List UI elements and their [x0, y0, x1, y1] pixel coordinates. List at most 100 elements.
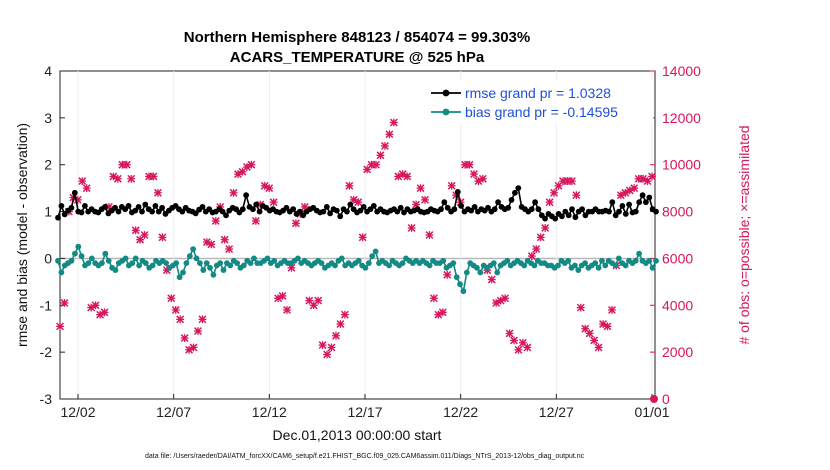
legend: rmse grand pr = 1.0328 bias grand pr = -…	[426, 80, 653, 124]
obs-count-point	[211, 217, 220, 225]
obs-count-point	[385, 130, 394, 139]
y-tick-label-right: 12000	[662, 110, 701, 126]
footnote: data file: /Users/raeder/DAI/ATM_forcXX/…	[145, 453, 585, 460]
bias-point	[572, 262, 578, 269]
bias-point	[234, 260, 241, 266]
rmse-point	[622, 211, 629, 217]
rmse-point	[495, 199, 501, 206]
obs-count-point	[510, 336, 518, 345]
rmse-point	[579, 206, 585, 213]
legend-bias-marker	[442, 108, 450, 116]
obs-count-point	[567, 177, 576, 186]
bias-point	[136, 262, 143, 269]
obs-count-point	[532, 245, 541, 253]
bias-point	[142, 260, 149, 266]
rmse-point	[243, 192, 250, 199]
obs-count-point	[590, 336, 599, 345]
obs-count-point	[465, 160, 474, 169]
bias-point	[632, 257, 639, 264]
bias-point	[132, 255, 139, 262]
rmse-point	[239, 206, 246, 213]
bias-point	[426, 262, 433, 269]
bias-point	[599, 257, 605, 264]
bias-point	[612, 262, 619, 269]
rmse-point	[115, 208, 122, 215]
bias-point	[75, 243, 82, 250]
y-tick-label-left: 3	[44, 110, 52, 126]
y-tick-label-right: 4000	[662, 297, 693, 313]
rmse-point	[360, 204, 367, 210]
rmse-point	[451, 206, 458, 213]
rmse-point	[297, 208, 303, 215]
obs-count-point	[425, 231, 434, 239]
rmse-point	[256, 208, 263, 215]
obs-count-point	[247, 160, 256, 169]
bias-point	[203, 260, 210, 266]
bias-point	[271, 257, 278, 264]
bias-point	[460, 288, 467, 295]
bias-point	[399, 260, 406, 266]
obs-count-point	[122, 160, 131, 169]
rmse-point	[468, 207, 475, 214]
bias-point	[602, 262, 609, 269]
rmse-point	[471, 204, 478, 210]
bias-point	[295, 255, 301, 262]
obs-count-point	[113, 174, 122, 183]
bias-point	[531, 262, 538, 269]
obs-count-point	[340, 310, 349, 319]
x-gridlines	[77, 71, 653, 399]
bias-point	[490, 260, 497, 266]
plot-area	[59, 70, 656, 400]
rmse-point	[179, 208, 186, 215]
obs-count-point	[291, 219, 300, 228]
rmse-point	[619, 203, 626, 209]
rmse-point	[139, 208, 145, 215]
y-axis-label-right: # of obs: o=possible; ×=assimilated	[736, 125, 752, 344]
bias-point	[240, 262, 247, 269]
bias-point	[200, 267, 207, 273]
obs-count-point	[229, 188, 238, 197]
bias-point	[649, 264, 656, 271]
obs-count-point	[545, 198, 554, 207]
bias-point	[477, 269, 484, 276]
rmse-point	[68, 204, 75, 211]
bias-point	[362, 264, 369, 271]
rmse-point	[55, 214, 61, 221]
rmse-point	[223, 212, 229, 219]
y-tick-label-left: 4	[44, 63, 52, 79]
obs-count-point	[416, 184, 425, 193]
y-tick-label-left: 1	[44, 204, 52, 220]
obs-count-point	[536, 233, 545, 242]
obs-count-point	[323, 350, 331, 359]
chart-subtitle: ACARS_TEMPERATURE @ 525 hPa	[230, 49, 485, 66]
right-axis-ticks: 14000 12000 10000 8000 6000 4000 2000 0	[650, 63, 701, 407]
bias-point	[197, 260, 203, 266]
rmse-point	[532, 199, 538, 206]
bias-point	[355, 257, 362, 264]
y-tick-label-right: 0	[662, 391, 670, 407]
obs-count-point	[158, 233, 167, 242]
rmse-point	[508, 197, 515, 203]
bias-point	[463, 269, 470, 276]
obs-count-point	[269, 198, 278, 207]
bias-point	[582, 260, 588, 266]
bias-point	[227, 262, 234, 269]
rmse-point	[192, 210, 199, 217]
rmse-point	[562, 208, 569, 215]
bias-point	[369, 253, 376, 259]
legend-rmse-marker	[442, 89, 450, 97]
obs-count-point	[594, 343, 603, 352]
obs-count-point	[194, 327, 202, 335]
obs-count-point	[443, 270, 452, 279]
y-tick-label-right: 14000	[662, 63, 701, 79]
obs-count-point	[421, 195, 429, 204]
obs-count-point	[318, 341, 327, 350]
bias-point	[386, 262, 392, 269]
bias-point	[105, 257, 112, 264]
y-tick-label-right: 10000	[662, 157, 701, 173]
bias-point	[173, 260, 180, 266]
rmse-point	[441, 199, 448, 206]
obs-count-point	[572, 191, 581, 200]
rmse-point	[300, 212, 307, 219]
obs-count-point	[109, 172, 118, 181]
